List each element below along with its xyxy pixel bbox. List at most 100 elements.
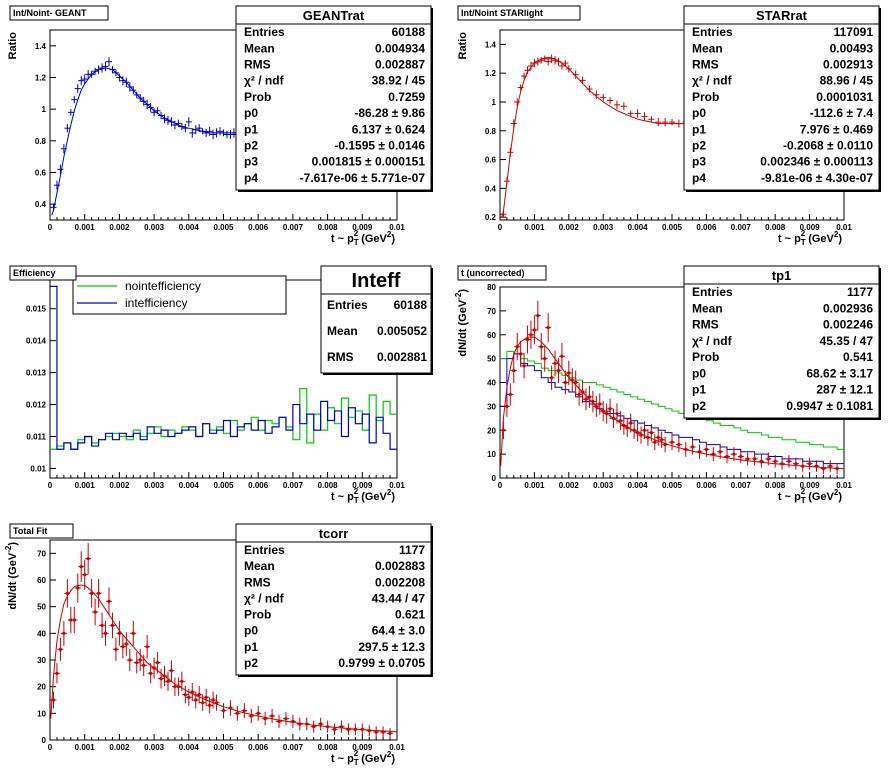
- data-point-marker: [83, 573, 87, 577]
- x-tick-label: 0.003: [593, 223, 614, 232]
- data-point-marker: [339, 725, 344, 729]
- legend-box: [72, 275, 287, 315]
- data-point-marker: [512, 368, 516, 373]
- y-tick-label: 1.2: [485, 69, 497, 78]
- data-point-marker: [326, 725, 330, 729]
- stats-key: Entries: [692, 285, 733, 299]
- x-axis-label: t ~ pT2 (GeV2): [778, 487, 842, 505]
- data-point-marker: [270, 714, 274, 718]
- data-point-marker: [159, 677, 163, 681]
- data-point-marker: [138, 658, 142, 662]
- x-tick-label: 0.005: [213, 481, 234, 490]
- data-point-marker: [608, 407, 612, 411]
- data-point-marker: [58, 647, 63, 651]
- data-point-marker: [79, 565, 83, 569]
- data-point-marker: [752, 457, 757, 461]
- data-point-marker: [166, 679, 170, 683]
- y-tick-label: 0.015: [26, 305, 47, 314]
- stats-key: RMS: [692, 318, 719, 332]
- x-tick-label: 0.007: [283, 223, 304, 232]
- data-point-marker: [501, 428, 506, 432]
- data-point-marker: [697, 450, 702, 454]
- x-axis-label: t ~ pT2 (GeV2): [331, 229, 395, 247]
- y-tick-label: 50: [487, 355, 496, 364]
- data-point-marker: [291, 719, 295, 723]
- chart-title-box: [457, 265, 547, 281]
- data-point-marker: [211, 698, 215, 702]
- data-point-marker: [332, 727, 337, 731]
- y-tick-label: 70: [37, 549, 46, 558]
- data-point-marker: [618, 419, 623, 423]
- x-axis-label: t ~ pT2 (GeV2): [331, 749, 395, 767]
- x-tick-label: 0.003: [144, 481, 165, 490]
- x-tick-label: 0.006: [248, 223, 269, 232]
- x-tick-label: 0.008: [318, 223, 339, 232]
- stats-value: -7.617e-06 ± 5.771e-07: [300, 171, 426, 185]
- stats-key: Entries: [244, 25, 285, 39]
- stats-key: Entries: [327, 298, 368, 312]
- y-axis-label: dN/dt (GeV-2): [454, 289, 469, 357]
- data-point-marker: [522, 364, 526, 368]
- data-point-marker: [546, 325, 550, 330]
- y-tick-label: 40: [37, 629, 46, 638]
- stats-value: 0.002208: [375, 575, 425, 589]
- data-point-marker: [598, 402, 602, 406]
- stats-value: 0.0001031: [816, 90, 873, 104]
- data-point-marker: [639, 433, 643, 437]
- data-point-marker: [570, 378, 574, 382]
- data-point-marker: [284, 717, 288, 721]
- data-point-marker: [96, 591, 101, 595]
- stats-name: GEANTrat: [303, 8, 365, 23]
- y-tick-label: 0.01: [30, 464, 46, 473]
- data-point-marker: [152, 666, 156, 670]
- data-point-marker: [505, 404, 509, 408]
- y-axis-label: Ratio: [7, 32, 19, 60]
- stats-value: 64.4 ± 3.0: [372, 624, 426, 638]
- stats-value: 0.002881: [377, 350, 427, 364]
- stats-key: p0: [692, 106, 706, 120]
- data-point-marker: [808, 462, 812, 466]
- stats-value: 60188: [392, 25, 426, 39]
- x-tick-label: 0.007: [283, 481, 304, 490]
- x-tick-label: 0.001: [75, 743, 96, 752]
- x-tick-label: 0.01: [836, 223, 852, 232]
- y-tick-label: 10: [37, 709, 46, 718]
- x-tick-label: 0.007: [731, 223, 752, 232]
- x-tick-label: 0.004: [628, 223, 649, 232]
- chart-title: Int/Noint- GEANT: [13, 8, 87, 18]
- stats-key: p2: [692, 139, 706, 153]
- x-tick-label: 0.009: [352, 223, 373, 232]
- data-point-marker: [567, 371, 571, 375]
- x-tick-label: 0.004: [179, 743, 200, 752]
- stats-value: 0.002913: [823, 58, 873, 72]
- y-tick-label: 70: [487, 307, 496, 316]
- stats-key: p4: [692, 171, 706, 185]
- y-tick-label: 40: [487, 379, 496, 388]
- chart-panel-1: 0 0.001 0.002 0.003 0.004 0.005 0.006 0.007 0.00…: [7, 5, 433, 247]
- stats-value: 43.44 / 47: [372, 591, 426, 605]
- stats-value: 0.9799 ± 0.0705: [338, 656, 425, 670]
- data-point-marker: [636, 431, 640, 435]
- data-point-marker: [660, 438, 664, 442]
- data-point-marker: [553, 361, 557, 365]
- data-point-marker: [367, 729, 371, 733]
- data-point-marker: [587, 395, 592, 399]
- stats-key: p0: [692, 366, 706, 380]
- stats-value: 60188: [394, 298, 428, 312]
- stats-key: RMS: [692, 58, 719, 72]
- stats-value: 6.137 ± 0.624: [352, 122, 426, 136]
- x-tick-label: 0: [48, 743, 53, 752]
- stats-name: tp1: [772, 268, 792, 283]
- x-tick-label: 0.005: [662, 481, 683, 490]
- data-point-marker: [103, 631, 108, 635]
- stats-value: 0.001815 ± 0.000151: [312, 155, 426, 169]
- data-point-marker: [780, 462, 784, 466]
- x-tick-label: 0.002: [559, 481, 580, 490]
- data-point-marker: [787, 459, 791, 463]
- data-point-marker: [601, 409, 605, 413]
- stats-key: χ² / ndf: [692, 74, 733, 88]
- data-point-marker: [615, 411, 619, 416]
- y-tick-label: 0.012: [26, 401, 47, 410]
- data-point-marker: [319, 722, 323, 726]
